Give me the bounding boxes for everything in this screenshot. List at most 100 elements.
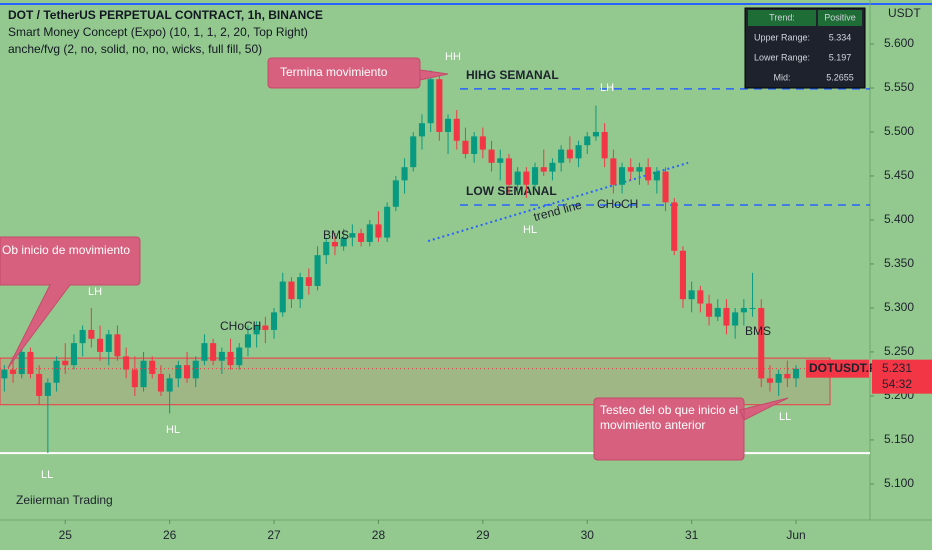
candle-body: [44, 382, 51, 396]
candle-body: [532, 167, 539, 185]
y-tick-label: 5.550: [884, 80, 914, 94]
structure-label: BMS: [323, 228, 349, 242]
candle-body: [253, 325, 260, 335]
candle-body: [218, 351, 225, 361]
candle-body: [70, 343, 77, 366]
candle-body: [558, 149, 565, 163]
price-tag-text: 5.231: [882, 361, 912, 375]
price-tag: [872, 359, 932, 394]
candle-body: [653, 171, 660, 181]
y-tick-label: 5.300: [884, 300, 914, 314]
candle-body: [758, 307, 765, 379]
candle-body: [79, 329, 86, 344]
candle-body: [688, 290, 695, 300]
level-label: LOW SEMANAL: [466, 184, 557, 198]
candle-body: [288, 281, 295, 300]
candle-body: [662, 171, 669, 203]
table-cell-bg: [748, 10, 816, 26]
candle-body: [749, 307, 756, 309]
candle-body: [401, 167, 408, 181]
candle-body: [88, 329, 95, 339]
candle-body: [279, 281, 286, 313]
candle-body: [479, 136, 486, 150]
candle-body: [305, 277, 312, 286]
structure-label: LL: [779, 411, 791, 423]
candle-body: [410, 136, 417, 168]
candle-body: [123, 356, 130, 370]
candle-body: [271, 312, 278, 330]
x-tick-label: 29: [476, 528, 490, 542]
indicator-line: Smart Money Concept (Expo) (10, 1, 1, 2,…: [8, 25, 308, 39]
candle-body: [297, 277, 304, 300]
callout-wrap: Ob inicio de movimiento: [2, 243, 131, 257]
candle-body: [775, 373, 782, 383]
candle-body: [331, 241, 338, 247]
candle-body: [114, 334, 121, 357]
x-tick-label: Jun: [786, 528, 805, 542]
structure-label: BMS: [745, 324, 771, 338]
candle-body: [323, 241, 330, 256]
structure-label: CHoCH: [220, 319, 261, 333]
x-tick-label: 25: [59, 528, 73, 542]
candle-body: [1, 369, 8, 379]
candle-body: [601, 131, 608, 159]
candle-body: [314, 255, 321, 286]
structure-label: LH: [600, 82, 614, 94]
candle-body: [201, 343, 208, 361]
table-cell: Mid:: [773, 72, 790, 82]
candle-body: [53, 360, 60, 383]
callout-text: Ob inicio de movimiento: [2, 243, 131, 257]
candle-body: [210, 343, 217, 361]
candle-body: [784, 373, 791, 379]
candle-body: [392, 180, 399, 207]
candle-body: [18, 351, 25, 374]
table-cell: Trend:: [769, 12, 795, 22]
level-label: HIHG SEMANAL: [466, 68, 559, 82]
candle-body: [131, 369, 138, 388]
callout-text: Termina movimiento: [280, 65, 388, 79]
y-tick-label: 5.400: [884, 212, 914, 226]
x-tick-label: 26: [163, 528, 177, 542]
trend-line: [427, 161, 689, 243]
candle-body: [358, 233, 365, 242]
candle-body: [97, 338, 104, 352]
candle-body: [157, 373, 164, 392]
structure-label: CHoCH: [597, 197, 638, 211]
candle-body: [375, 224, 382, 238]
candle-body: [471, 136, 478, 154]
x-tick-label: 28: [372, 528, 386, 542]
order-block: [0, 357, 831, 406]
candle-body: [679, 250, 686, 300]
x-tick-label: 30: [581, 528, 595, 542]
candle-body: [505, 158, 512, 185]
x-tick-label: 31: [685, 528, 699, 542]
candle-body: [149, 360, 156, 374]
candle-body: [349, 233, 356, 238]
candle-body: [192, 360, 199, 379]
y-tick-label: 5.600: [884, 36, 914, 50]
candle-body: [62, 360, 69, 366]
callout-text: Testeo del ob que inicio el movimiento a…: [600, 403, 739, 432]
candle-body: [645, 167, 652, 181]
table-cell: Upper Range:: [754, 32, 810, 42]
candle-body: [619, 167, 626, 185]
candle-body: [262, 325, 269, 330]
countdown: 54:32: [882, 377, 912, 391]
candle-body: [636, 167, 643, 172]
indicator-line: anche/fvg (2, no, solid, no, no, wicks, …: [8, 42, 262, 56]
plot: HIHG SEMANAL LOW SEMANAL: [0, 68, 870, 455]
candle-body: [445, 118, 452, 132]
structure-label: HH: [445, 51, 461, 63]
candle-body: [384, 206, 391, 238]
y-tick-label: 5.450: [884, 168, 914, 182]
candle-body: [766, 378, 773, 383]
symbol-title: DOT / TetherUS PERPETUAL CONTRACT, 1h, B…: [8, 8, 323, 22]
candle-body: [453, 118, 460, 141]
structure-label: HL: [523, 224, 537, 236]
y-tick-label: 5.500: [884, 124, 914, 138]
callout-box: [267, 57, 449, 89]
candle-body: [732, 312, 739, 326]
candle-body: [27, 351, 34, 374]
